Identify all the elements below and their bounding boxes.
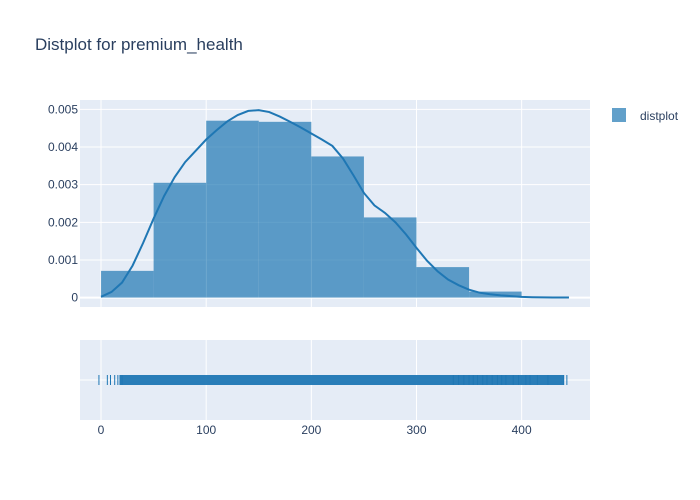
x-tick-label: 300	[406, 423, 426, 437]
y-tick-label: 0.005	[48, 102, 78, 116]
histogram-bar	[258, 121, 312, 298]
x-tick-label: 0	[98, 423, 105, 437]
y-tick-label: 0.001	[48, 253, 78, 267]
rug-marks	[98, 375, 568, 385]
histogram-bar	[416, 267, 470, 298]
histogram-bar	[363, 217, 417, 298]
histogram-bar	[206, 120, 259, 298]
x-tick-labels: 0 100 200 300 400	[98, 423, 532, 437]
y-tick-label: 0.003	[48, 178, 78, 192]
chart-title: Distplot for premium_health	[35, 35, 243, 54]
kde-curve	[100, 109, 569, 299]
histogram-bar	[311, 156, 364, 298]
legend[interactable]: distplot	[612, 108, 679, 123]
legend-swatch[interactable]	[612, 108, 626, 122]
y-tick-labels: 0 0.001 0.002 0.003 0.004 0.005	[48, 102, 78, 304]
y-tick-label: 0.002	[48, 215, 78, 229]
y-tick-label: 0	[71, 291, 78, 305]
x-tick-label: 200	[301, 423, 321, 437]
x-tick-label: 400	[512, 423, 532, 437]
histogram-bars	[101, 120, 522, 298]
x-tick-label: 100	[196, 423, 216, 437]
legend-label[interactable]: distplot	[640, 109, 679, 123]
y-tick-label: 0.004	[48, 140, 78, 154]
rug-dense-band	[119, 375, 564, 385]
